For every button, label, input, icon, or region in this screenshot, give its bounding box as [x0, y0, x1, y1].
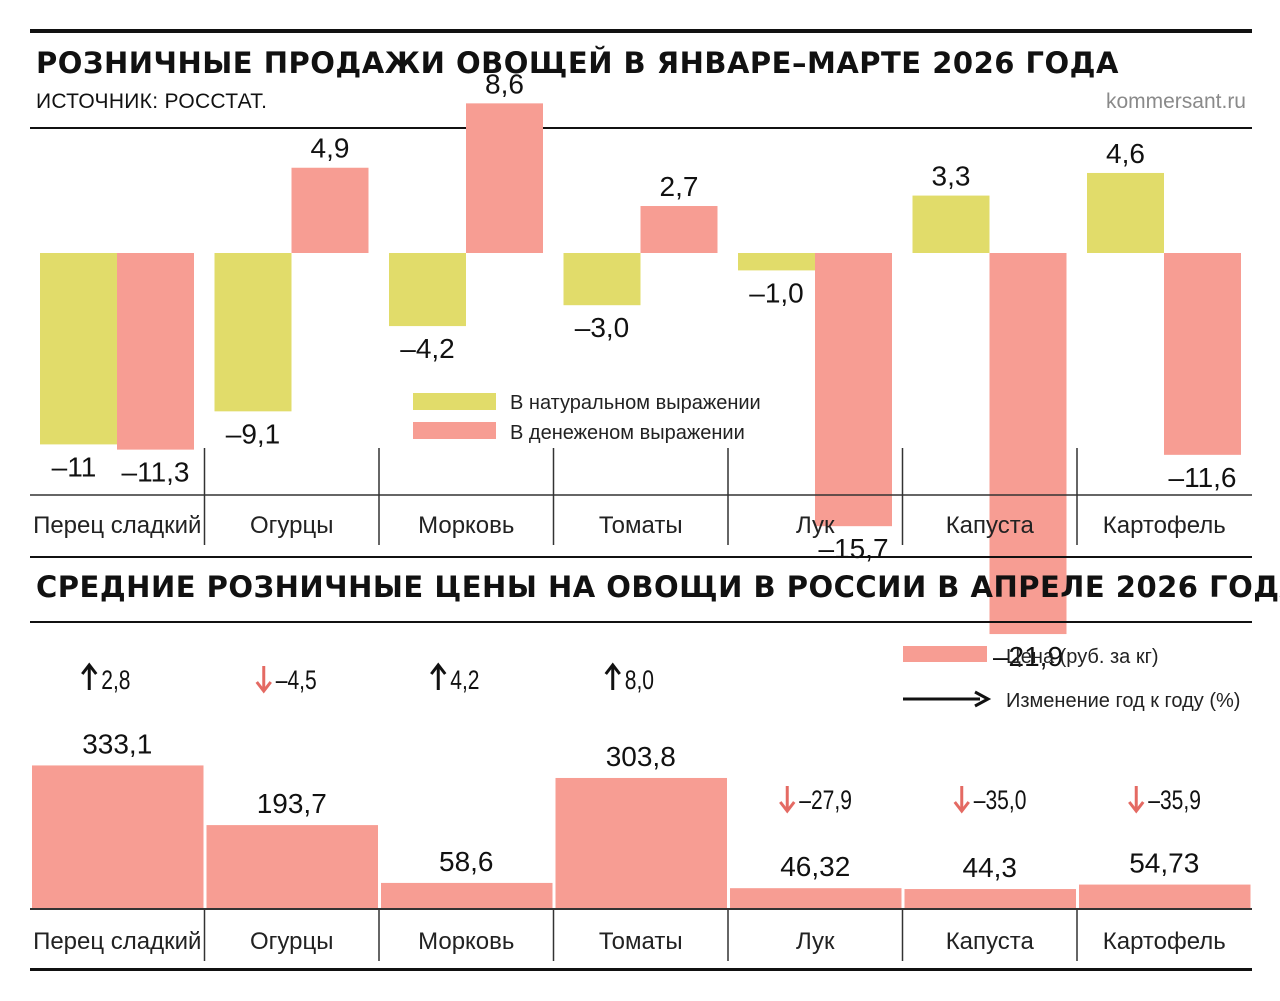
price-bar-cat-6	[904, 889, 1076, 908]
value-label-money-cat-3: 8,6	[485, 68, 524, 99]
up-arrow-head-icon	[430, 662, 447, 675]
legend-label-natural: В натуральном выражении	[510, 392, 761, 414]
site-credit: kommersant.ru	[1105, 90, 1246, 113]
category-label-cat-4: Томаты	[599, 928, 683, 955]
down-arrow-head-icon	[1128, 801, 1145, 814]
price-label-cat-6: 44,3	[963, 852, 1018, 883]
legend-swatch-money	[413, 422, 496, 439]
price-label-cat-2: 193,7	[257, 788, 327, 819]
source-note: ИСТОЧНИК: РОССТАТ.	[36, 90, 268, 113]
change-label-cat-5: –27,9	[799, 786, 852, 816]
up-arrow-head-icon	[81, 662, 98, 675]
price-label-cat-5: 46,32	[780, 851, 850, 882]
category-label-cat-7: Картофель	[1103, 928, 1226, 955]
bar-natural-cat-3	[389, 253, 466, 327]
price-label-cat-7: 54,73	[1129, 848, 1199, 879]
category-label-cat-4: Томаты	[599, 512, 683, 539]
legend-swatch-natural	[413, 393, 496, 410]
bar-money-cat-1	[117, 253, 194, 450]
down-arrow-head-icon	[779, 801, 796, 814]
bar-money-cat-3	[466, 103, 543, 253]
sales-chart: –11 –11,3 Перец сладкий –9,1 4,9 Огурцы –4,2 8,…	[30, 68, 1252, 672]
change-label-cat-1: 2,8	[101, 666, 130, 696]
legend-swatch-price	[903, 646, 987, 662]
bar-money-cat-7	[1164, 253, 1241, 455]
category-label-cat-2: Огурцы	[250, 928, 334, 955]
chart2-title: СРЕДНИЕ РОЗНИЧНЫЕ ЦЕНЫ НА ОВОЩИ В РОССИИ…	[36, 570, 1280, 604]
legend-arrow-head-icon	[974, 690, 992, 708]
bar-money-cat-2	[291, 167, 369, 253]
change-indicator-cat-1: 2,8	[81, 662, 131, 696]
bar-money-cat-4	[640, 206, 718, 253]
category-label-cat-7: Картофель	[1103, 512, 1226, 539]
value-label-money-cat-1: –11,3	[122, 457, 190, 488]
legend-label-money: В денеженом выражении	[510, 422, 745, 444]
category-label-cat-5: Лук	[796, 928, 835, 955]
legend-label-price: Цена (руб. за кг)	[1006, 646, 1159, 668]
change-indicator-cat-5: –27,9	[779, 786, 852, 816]
value-label-money-cat-6: –21,9	[993, 641, 1063, 672]
up-arrow-head-icon	[604, 662, 621, 675]
value-label-money-cat-4: 2,7	[660, 171, 699, 202]
price-bar-cat-4	[555, 777, 727, 908]
price-label-cat-3: 58,6	[439, 846, 494, 877]
price-label-cat-4: 303,8	[606, 741, 676, 772]
top-rule	[30, 29, 1252, 33]
change-label-cat-2: –4,5	[276, 666, 317, 696]
category-label-cat-2: Огурцы	[250, 512, 334, 539]
value-label-money-cat-7: –11,6	[1169, 462, 1237, 493]
value-label-money-cat-5: –15,7	[818, 533, 888, 564]
bar-natural-cat-6	[912, 195, 990, 253]
bar-natural-cat-4	[563, 253, 641, 306]
value-label-natural-cat-5: –1,0	[749, 277, 804, 308]
bar-natural-cat-1	[40, 253, 117, 445]
price-bar-cat-1	[32, 765, 204, 908]
change-indicator-cat-7: –35,9	[1128, 786, 1201, 816]
chart1-top-rule	[30, 127, 1252, 129]
bottom-rule	[30, 968, 1252, 971]
value-label-natural-cat-1: –11	[52, 451, 97, 482]
price-bar-cat-7	[1079, 884, 1251, 908]
bar-natural-cat-7	[1087, 172, 1164, 253]
legend-label-change: Изменение год к году (%)	[1006, 690, 1240, 712]
category-label-cat-1: Перец сладкий	[33, 928, 201, 955]
chart2-top-rule	[30, 621, 1252, 623]
category-label-cat-3: Морковь	[418, 512, 514, 539]
change-indicator-cat-6: –35,0	[953, 786, 1027, 816]
category-label-cat-5: Лук	[796, 512, 835, 539]
change-indicator-cat-4: 8,0	[604, 662, 654, 696]
category-label-cat-6: Капуста	[946, 512, 1035, 539]
category-label-cat-6: Капуста	[946, 928, 1035, 955]
category-label-cat-3: Морковь	[418, 928, 514, 955]
bar-natural-cat-2	[214, 253, 292, 412]
price-bar-cat-3	[381, 882, 553, 908]
price-bar-cat-2	[206, 825, 378, 908]
price-bar-cat-5	[730, 888, 902, 908]
bar-natural-cat-5	[738, 253, 815, 271]
prices-chart: 333,1 2,8 Перец сладкий 193,7 –4,5 Огурцы 58,6…	[30, 646, 1252, 961]
change-label-cat-3: 4,2	[450, 666, 479, 696]
change-indicator-cat-2: –4,5	[255, 666, 317, 696]
category-label-cat-1: Перец сладкий	[33, 512, 201, 539]
value-label-natural-cat-6: 3,3	[932, 161, 971, 192]
value-label-natural-cat-4: –3,0	[575, 312, 630, 343]
price-label-cat-1: 333,1	[82, 728, 152, 759]
value-label-natural-cat-2: –9,1	[226, 418, 281, 449]
down-arrow-head-icon	[953, 801, 970, 814]
down-arrow-head-icon	[255, 681, 272, 694]
change-label-cat-6: –35,0	[974, 786, 1027, 816]
chart1-title: РОЗНИЧНЫЕ ПРОДАЖИ ОВОЩЕЙ В ЯНВАРЕ–МАРТЕ …	[36, 46, 1119, 80]
change-indicator-cat-3: 4,2	[430, 662, 480, 696]
value-label-money-cat-2: 4,9	[311, 133, 350, 164]
change-label-cat-7: –35,9	[1148, 786, 1201, 816]
value-label-natural-cat-3: –4,2	[400, 333, 455, 364]
change-label-cat-4: 8,0	[625, 666, 654, 696]
bar-money-cat-6	[989, 253, 1067, 635]
mid-rule	[30, 556, 1252, 558]
value-label-natural-cat-7: 4,6	[1106, 138, 1145, 169]
bar-money-cat-5	[815, 253, 892, 527]
